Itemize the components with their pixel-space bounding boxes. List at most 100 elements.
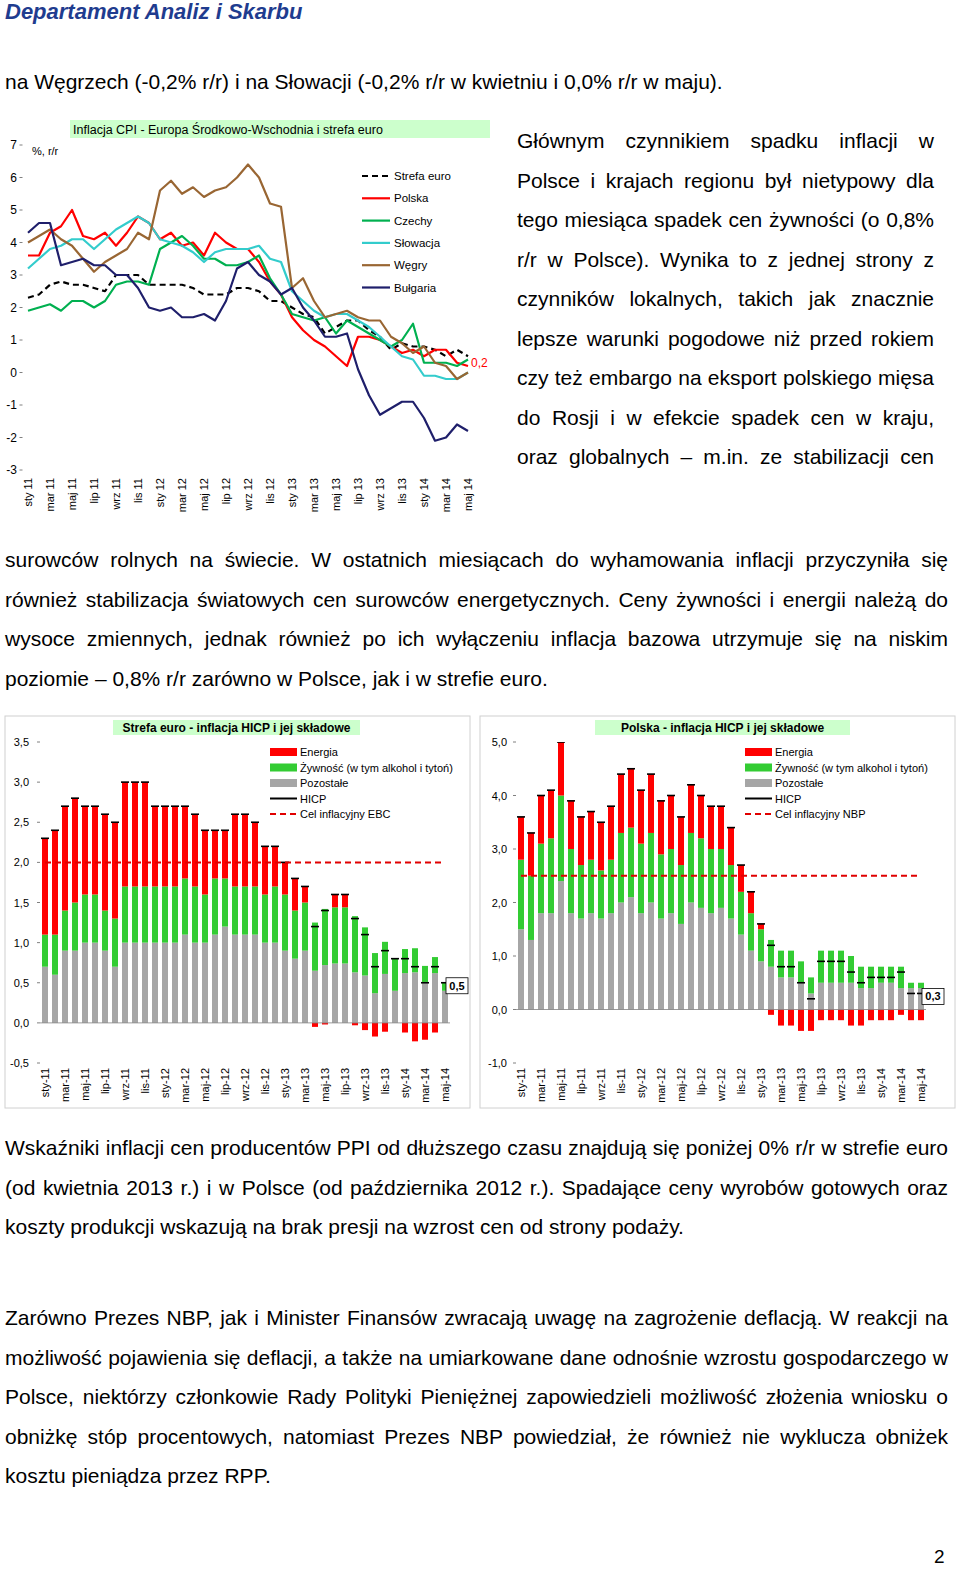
marker	[351, 918, 359, 920]
legend-swatch	[362, 220, 390, 222]
bar	[432, 973, 438, 1023]
bar	[182, 878, 188, 934]
bar	[828, 951, 834, 983]
legend-label: Słowacja	[394, 237, 441, 249]
marker	[607, 805, 615, 807]
bar	[638, 913, 644, 1009]
bar	[858, 1010, 864, 1026]
bar	[92, 806, 98, 894]
y-tick	[20, 177, 23, 178]
y-tick	[20, 145, 23, 146]
bar	[262, 894, 268, 942]
bar	[538, 844, 544, 914]
y-tick-label: -3	[6, 463, 17, 477]
y-tick-label: 3,0	[14, 776, 29, 788]
x-tick-label: lis-12	[259, 1068, 271, 1094]
marker	[747, 891, 755, 893]
bar	[588, 913, 594, 1009]
bar	[362, 927, 368, 975]
bar	[918, 1010, 924, 1021]
side-column: Głównym czynnikiem spadku inflacji w Pol…	[517, 121, 934, 477]
bar	[212, 935, 218, 1023]
marker	[211, 829, 219, 831]
x-tick-label: maj 13	[330, 478, 342, 511]
y-tick	[513, 742, 516, 743]
y-tick	[37, 782, 40, 783]
annotation-box	[446, 978, 468, 994]
y-tick-label: 1,0	[14, 937, 29, 949]
paragraph: Zarówno Prezes NBP, jak i Minister Finan…	[5, 1298, 948, 1496]
y-tick-label: 0,0	[492, 1004, 507, 1016]
legend-swatch	[362, 242, 390, 244]
x-tick-label: sty-14	[399, 1068, 411, 1098]
legend-swatch	[270, 779, 297, 787]
marker	[837, 961, 845, 963]
x-tick-label: maj-14	[439, 1068, 451, 1102]
bar	[758, 924, 764, 929]
x-tick-label: lis-12	[735, 1068, 747, 1094]
bar	[728, 828, 734, 865]
x-tick-label: wrz 11	[110, 478, 122, 511]
bar	[878, 1010, 884, 1021]
bar	[422, 1023, 428, 1040]
bar	[72, 951, 78, 1023]
bar	[778, 951, 784, 978]
bar	[142, 886, 148, 942]
marker	[241, 813, 249, 815]
marker	[201, 829, 209, 831]
bar	[688, 903, 694, 1010]
bar	[788, 951, 794, 978]
bar	[678, 924, 684, 1010]
bar	[768, 1010, 774, 1015]
bar	[608, 806, 614, 860]
bar	[62, 951, 68, 1023]
bar	[92, 894, 98, 942]
y-tick	[513, 795, 516, 796]
bar	[302, 951, 308, 1023]
x-tick-label: maj 14	[462, 478, 474, 511]
bar	[588, 860, 594, 914]
baseline	[516, 1009, 926, 1010]
intro-line: na Węgrzech (-0,2% r/r) i na Słowacji (-…	[5, 62, 948, 102]
bar	[688, 785, 694, 833]
bar	[678, 817, 684, 865]
bar	[392, 958, 398, 959]
marker	[231, 813, 239, 815]
bar	[878, 983, 884, 1010]
bar	[678, 865, 684, 924]
bar	[898, 967, 904, 988]
y-tick-label: 1	[10, 333, 17, 347]
bar	[548, 913, 554, 1009]
bar	[828, 983, 834, 1010]
bar	[322, 965, 328, 1023]
paragraph: Wskaźniki inflacji cen producentów PPI o…	[5, 1128, 948, 1247]
bar	[528, 940, 534, 1010]
bar	[798, 961, 804, 982]
chart-title: Inflacja CPI - Europa Środkowo-Wschodnia…	[73, 122, 383, 137]
bar	[262, 846, 268, 894]
marker	[897, 971, 905, 973]
bar	[182, 935, 188, 1023]
y-tick	[20, 470, 23, 471]
bar	[528, 876, 534, 940]
bar	[748, 951, 754, 1010]
plot-area	[28, 165, 468, 441]
legend-label: Węgry	[394, 259, 427, 271]
x-tick-label: mar-14	[895, 1068, 907, 1103]
legend-label: Cel inflacyjny EBC	[300, 808, 391, 820]
x-tick-label: mar-13	[299, 1068, 311, 1103]
x-tick-label: sty 12	[154, 478, 166, 507]
marker	[71, 797, 79, 799]
bar	[908, 1010, 914, 1021]
bar	[618, 903, 624, 1010]
bar	[192, 886, 198, 942]
bar	[698, 838, 704, 908]
bar	[858, 988, 864, 1009]
bar	[232, 886, 238, 934]
x-tick-label: lis-11	[615, 1068, 627, 1093]
y-tick-label: 0,0	[14, 1017, 29, 1029]
x-tick-label: sty-13	[755, 1068, 767, 1098]
legend: Strefa euroPolskaCzechySłowacjaWęgryBułg…	[362, 170, 451, 294]
x-tick-label: maj 12	[198, 478, 210, 511]
x-tick-label: lip-11	[575, 1068, 587, 1094]
